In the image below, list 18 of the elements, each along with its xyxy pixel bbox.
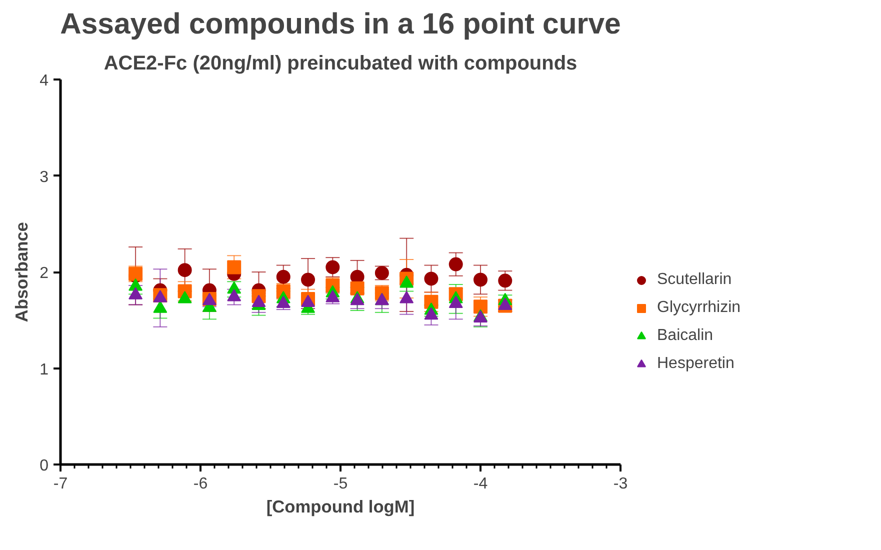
legend-label: Scutellarin [657, 271, 732, 289]
legend-label: Hesperetin [657, 355, 734, 373]
y-tick-label: 4 [40, 72, 49, 90]
y-tick-label: 3 [40, 168, 49, 186]
chart-title: Assayed compounds in a 16 point curve [60, 8, 621, 40]
y-tick-label: 2 [40, 265, 49, 282]
x-tick-label: -3 [613, 476, 628, 492]
legend-label: Baicalin [657, 327, 714, 345]
y-tick-label: 0 [40, 458, 49, 474]
x-tick-label: -6 [193, 476, 208, 492]
y-axis-title: Absorbance [12, 222, 32, 322]
chart-subtitle: ACE2-Fc (20ng/ml) preincubated with compounds [104, 52, 578, 74]
x-tick-label: -4 [473, 476, 488, 492]
x-axis-title: [Compound logM] [266, 496, 415, 516]
legend-label: Glycyrrhizin [657, 299, 741, 317]
x-tick-label: -7 [53, 476, 68, 492]
y-tick-label: 1 [40, 361, 49, 378]
x-tick-label: -5 [333, 476, 348, 492]
